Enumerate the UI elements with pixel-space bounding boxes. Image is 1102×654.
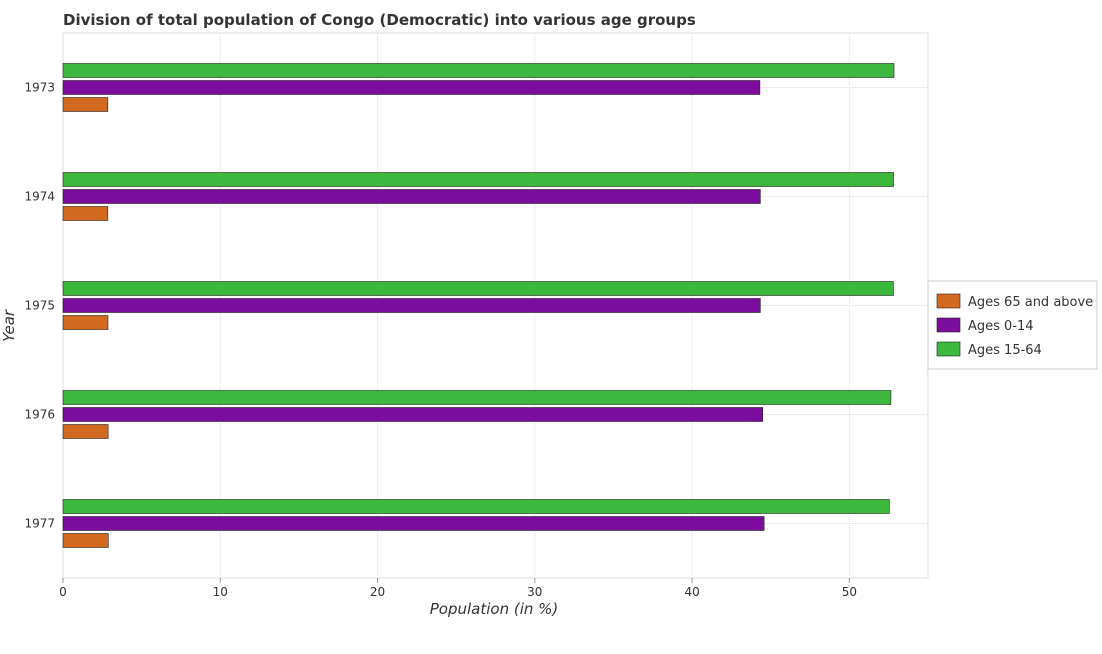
bar: [63, 408, 763, 422]
y-tick-label: 1976: [24, 408, 55, 422]
bar: [63, 81, 760, 95]
y-tick-label: 1974: [24, 190, 55, 204]
chart-title: Division of total population of Congo (D…: [63, 11, 696, 29]
bar: [63, 517, 764, 531]
bar: [63, 299, 760, 313]
x-tick-label: 10: [213, 585, 228, 599]
bar: [63, 173, 894, 187]
bar: [63, 391, 891, 405]
bar: [63, 425, 108, 439]
legend-label: Ages 0-14: [968, 319, 1034, 334]
bar: [63, 190, 760, 204]
x-tick-label: 40: [684, 585, 699, 599]
legend: Ages 65 and above Ages 0-14 Ages 15-64: [928, 281, 1097, 369]
y-tick-label: 1977: [24, 517, 55, 531]
bar: [63, 282, 893, 296]
y-tick-label: 1975: [24, 299, 55, 313]
bar: [63, 316, 108, 330]
bar: [63, 500, 889, 514]
legend-label: Ages 15-64: [968, 343, 1042, 358]
y-axis-label: Year: [0, 309, 18, 342]
bar: [63, 64, 894, 78]
bar: [63, 534, 108, 548]
bar: [63, 207, 108, 221]
legend-swatch: [937, 318, 960, 332]
legend-label: Ages 65 and above: [968, 295, 1093, 310]
x-tick-label: 0: [59, 585, 67, 599]
x-tick-label: 50: [842, 585, 857, 599]
bar: [63, 98, 108, 112]
y-tick-label: 1973: [24, 81, 55, 95]
legend-swatch: [937, 342, 960, 356]
legend-swatch: [937, 294, 960, 308]
x-tick-label: 30: [527, 585, 542, 599]
x-tick-label: 20: [370, 585, 385, 599]
x-axis-label: Population (in %): [430, 600, 559, 618]
